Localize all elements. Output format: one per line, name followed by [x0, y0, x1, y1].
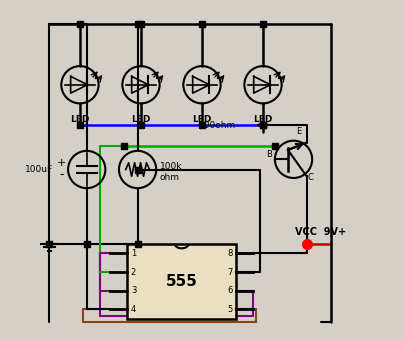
- Text: 1: 1: [131, 249, 136, 258]
- Text: VCC  9V+: VCC 9V+: [295, 227, 346, 237]
- Text: 6: 6: [227, 286, 233, 295]
- Text: 100k: 100k: [160, 162, 182, 171]
- Text: 555: 555: [166, 274, 198, 289]
- Text: 2: 2: [131, 267, 136, 277]
- Text: +: +: [57, 158, 66, 168]
- Text: 8: 8: [227, 249, 233, 258]
- Text: LED: LED: [70, 115, 90, 124]
- Text: 4: 4: [131, 305, 136, 314]
- Text: ohm: ohm: [160, 174, 180, 182]
- Text: LED: LED: [253, 115, 273, 124]
- Text: 100uF: 100uF: [25, 165, 53, 174]
- Text: 500ohm: 500ohm: [199, 121, 236, 130]
- Bar: [127, 244, 236, 319]
- Text: 7: 7: [227, 267, 233, 277]
- Text: B: B: [266, 151, 272, 159]
- Text: LED: LED: [131, 115, 151, 124]
- Text: E: E: [297, 127, 302, 136]
- Text: -: -: [59, 168, 63, 181]
- Text: 5: 5: [227, 305, 233, 314]
- Text: 3: 3: [131, 286, 136, 295]
- Text: LED: LED: [192, 115, 212, 124]
- Text: C: C: [307, 173, 313, 182]
